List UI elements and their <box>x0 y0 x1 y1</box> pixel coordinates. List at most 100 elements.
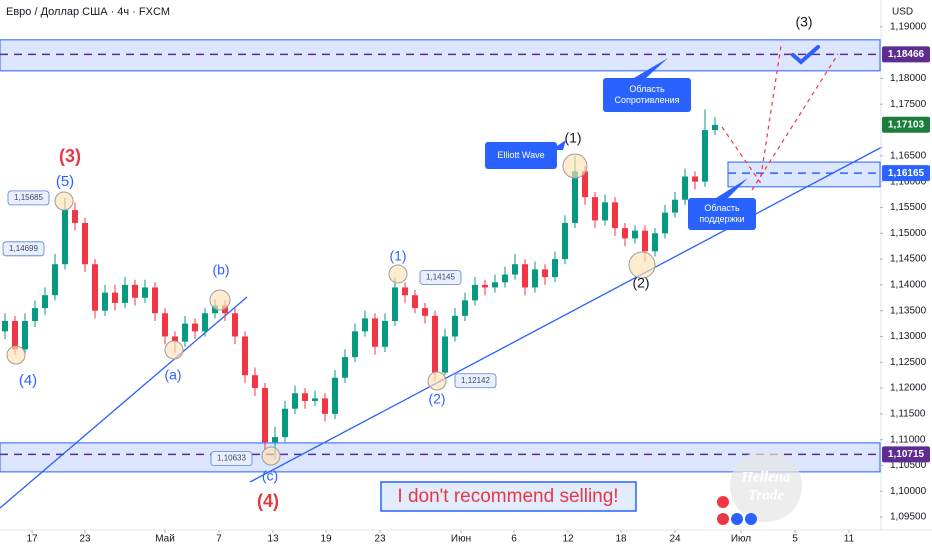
candle-body <box>712 124 718 131</box>
candle-body <box>62 210 68 265</box>
candle-body <box>432 315 438 373</box>
currency: USD <box>892 7 913 18</box>
zone <box>727 161 881 188</box>
price-tag <box>882 446 930 463</box>
candle-body <box>102 292 108 311</box>
note-text: Область <box>704 203 740 213</box>
candle-body <box>382 320 388 347</box>
candle-body <box>202 313 208 332</box>
x-tick-label: Май <box>155 534 175 545</box>
candle-body <box>372 318 378 347</box>
candle-body <box>272 437 278 443</box>
wave-label: (1) <box>389 248 406 264</box>
candle-body <box>292 393 298 409</box>
price-tag <box>882 46 930 63</box>
candle-body <box>402 287 408 296</box>
price-callout-label: 1,14699 <box>9 244 38 253</box>
check-mark <box>791 45 820 65</box>
candle-body <box>342 357 348 378</box>
projection-line <box>721 45 782 184</box>
candle-body <box>182 323 188 342</box>
x-tick-label: 23 <box>374 534 386 545</box>
candle-body <box>612 202 618 229</box>
candle-body <box>332 377 338 414</box>
banner-text: I don't recommend selling! <box>397 486 618 507</box>
y-tick-label: 1,17500 <box>890 99 927 110</box>
price-tag <box>882 116 930 133</box>
candle-body <box>282 408 288 438</box>
wave-circle <box>54 191 74 211</box>
y-tick-label: 1,16000 <box>890 176 927 187</box>
wave-label: (2) <box>428 391 445 407</box>
note-box <box>688 198 756 230</box>
chart-title: Евро / Доллар США · 4ч · FXCM <box>6 6 170 18</box>
wave-circle <box>562 153 588 179</box>
y-tick-label: 1,13000 <box>890 331 927 342</box>
candle-body <box>582 171 588 198</box>
price-callout <box>419 269 462 285</box>
wave-circle <box>427 371 447 391</box>
x-tick-label: 6 <box>511 534 517 545</box>
note-box <box>603 78 691 112</box>
x-tick-label: Июл <box>731 534 751 545</box>
candle-body <box>532 269 538 288</box>
wave-circle <box>164 340 184 360</box>
price-tag-label: 1,10715 <box>888 449 925 460</box>
candle-body <box>222 305 228 314</box>
zone <box>0 39 881 72</box>
y-tick-label: 1,15500 <box>890 202 927 213</box>
candle-body <box>312 398 318 401</box>
candle-body <box>122 284 128 303</box>
candle-body <box>392 287 398 321</box>
candle-body <box>562 222 568 260</box>
x-tick-label: 7 <box>216 534 222 545</box>
candle-body <box>672 199 678 213</box>
candle-body <box>692 176 698 182</box>
icon <box>717 496 729 508</box>
y-tick-label: 1,10500 <box>890 460 927 471</box>
y-tick-label: 1,14000 <box>890 280 927 291</box>
trend-line <box>0 296 248 509</box>
x-tick-label: 23 <box>79 534 91 545</box>
x-tick-label: 11 <box>844 534 855 545</box>
watermark-text: Trade <box>748 487 784 503</box>
candle-body <box>622 228 628 239</box>
candle-body <box>322 398 328 414</box>
price-tag-label: 1,18466 <box>888 49 925 60</box>
candle-body <box>12 320 18 350</box>
y-tick-label: 1,18000 <box>890 73 927 84</box>
wave-label: (3) <box>59 146 81 166</box>
note-text: Сопротивления <box>614 95 679 105</box>
price-callout-label: 1,10633 <box>217 454 246 463</box>
candle-body <box>162 313 168 337</box>
note-text: Область <box>629 84 665 94</box>
y-tick-label: 1,19000 <box>890 21 927 32</box>
candle-body <box>462 300 468 316</box>
candle-body <box>602 202 608 221</box>
candle-body <box>302 393 308 401</box>
y-tick-label: 1,13500 <box>890 305 927 316</box>
candle-body <box>592 197 598 221</box>
candle-body <box>242 336 248 376</box>
wave-label: (4) <box>257 491 279 511</box>
y-tick-label: 1,12000 <box>890 383 927 394</box>
wave-circle <box>261 446 281 466</box>
wave-label: (c) <box>262 468 278 484</box>
price-tag <box>882 165 930 182</box>
x-tick-label: 18 <box>615 534 627 545</box>
candle-body <box>22 320 28 350</box>
watermark-text: Hellena <box>740 469 791 485</box>
wave-label: (3) <box>795 14 812 30</box>
price-tag-label: 1,16165 <box>888 168 925 179</box>
price-tag-label: 1,17103 <box>888 119 925 130</box>
price-callout <box>454 373 497 389</box>
banner-box <box>380 481 637 512</box>
watermark-badge <box>730 450 802 522</box>
note-text: поддержки <box>699 214 744 224</box>
candle-body <box>682 176 688 200</box>
x-tick-label: 5 <box>792 534 798 545</box>
price-callout <box>7 190 50 206</box>
candle-body <box>572 171 578 223</box>
candle-body <box>52 264 58 296</box>
